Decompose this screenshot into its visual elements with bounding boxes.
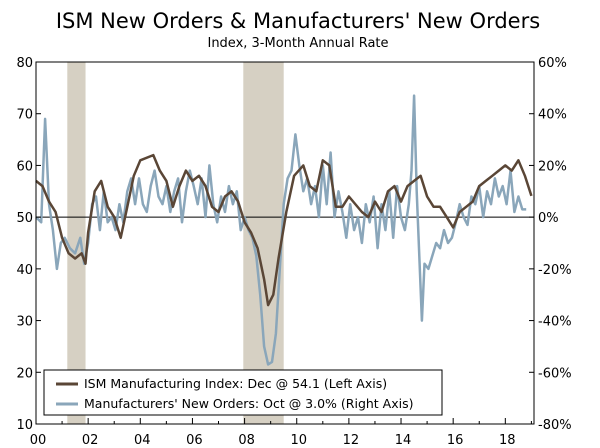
y-left-tick-label: 70 — [16, 108, 33, 123]
x-tick-label: 06 — [186, 433, 203, 448]
y-right-tick-label: -40% — [538, 315, 572, 330]
x-tick-label: 00 — [30, 433, 47, 448]
x-tick-label: 16 — [447, 433, 464, 448]
y-left-tick-label: 60 — [16, 159, 33, 174]
x-tick-label: 10 — [290, 433, 307, 448]
legend-box — [43, 369, 443, 416]
series-line-0 — [35, 153, 533, 307]
series-lines — [35, 94, 533, 366]
x-tick-label: 14 — [395, 433, 412, 448]
y-right-tick-label: -20% — [538, 263, 572, 278]
x-tick-label: 04 — [134, 433, 151, 448]
x-tick-label: 02 — [82, 433, 99, 448]
y-left-tick-label: 30 — [16, 315, 33, 330]
plot-frame — [35, 61, 535, 425]
legend-label-ism: ISM Manufacturing Index: Dec @ 54.1 (Lef… — [84, 376, 387, 391]
recession-shading — [67, 62, 284, 424]
y-left-tick-label: 40 — [16, 263, 33, 278]
recession-band-1 — [243, 62, 284, 424]
legend: ISM Manufacturing Index: Dec @ 54.1 (Lef… — [43, 369, 443, 416]
y-right-tick-label: 20% — [538, 159, 567, 174]
y-left-tick-label: 80 — [16, 56, 33, 71]
y-right-tick-label: 60% — [538, 56, 567, 71]
recession-band-0 — [67, 62, 86, 424]
y-right-tick-label: -80% — [538, 418, 572, 433]
y-left-tick-label: 10 — [16, 418, 33, 433]
x-tick-label: 08 — [238, 433, 255, 448]
y-left-tick-label: 20 — [16, 366, 33, 381]
x-tick-label: 12 — [343, 433, 360, 448]
x-tick-label: 18 — [499, 433, 516, 448]
y-right-tick-label: 0% — [538, 211, 559, 226]
y-left-tick-label: 50 — [16, 211, 33, 226]
y-right-tick-label: -60% — [538, 366, 572, 381]
chart-subtitle: Index, 3-Month Annual Rate — [207, 36, 388, 51]
legend-label-new-orders: Manufacturers' New Orders: Oct @ 3.0% (R… — [84, 396, 414, 411]
y-right-tick-label: 40% — [538, 108, 567, 123]
axes: 10 20 30 40 50 60 70 80 -80% -60% -40% -20% 0% 20% 40%… — [16, 56, 571, 448]
chart-title: ISM New Orders & Manufacturers' New Orde… — [56, 9, 540, 33]
